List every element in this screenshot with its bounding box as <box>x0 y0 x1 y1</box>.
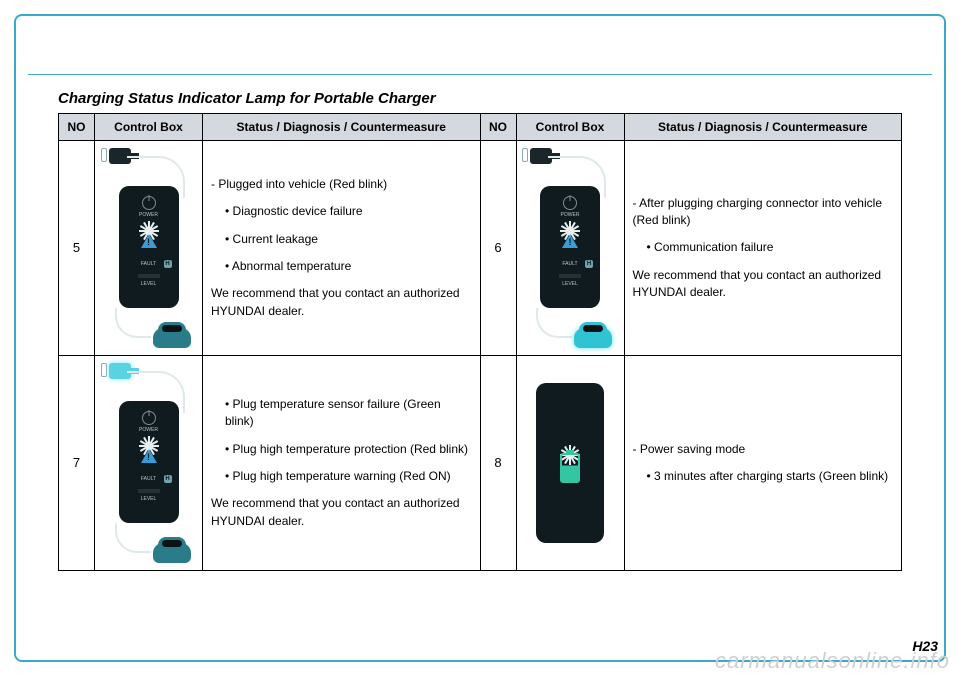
no-cell: 5 <box>59 141 95 356</box>
status-text: • 3 minutes after charging starts (Green… <box>633 468 894 485</box>
page-content: Charging Status Indicator Lamp for Porta… <box>58 90 902 571</box>
power-label: POWER <box>119 427 179 434</box>
control-box-cell: POWER FAULT H LEVEL <box>516 356 624 571</box>
status-table: NO Control Box Status / Diagnosis / Coun… <box>58 113 902 571</box>
no-cell: 8 <box>480 356 516 571</box>
control-box-illustration: POWER FAULT H LEVEL <box>526 363 614 563</box>
fault-triangle-icon <box>141 234 157 248</box>
status-text: - Power saving mode <box>633 441 894 458</box>
cable-icon <box>115 523 151 553</box>
table-row: 5 POWER FAULT H LEVEL - Plugged into veh… <box>59 141 902 356</box>
charger-box-icon: POWER FAULT H LEVEL <box>119 401 179 523</box>
h-badge: H <box>164 475 172 483</box>
charger-box-icon: POWER FAULT H LEVEL <box>119 186 179 308</box>
table-header-row: NO Control Box Status / Diagnosis / Coun… <box>59 114 902 141</box>
cable-icon <box>536 308 572 338</box>
status-text: • Current leakage <box>211 231 472 248</box>
page-number: H23 <box>912 638 938 654</box>
col-no: NO <box>480 114 516 141</box>
h-badge: H <box>585 260 593 268</box>
fault-triangle-icon <box>562 234 578 248</box>
status-text: • Abnormal temperature <box>211 258 472 275</box>
no-cell: 6 <box>480 141 516 356</box>
control-box-cell: POWER FAULT H LEVEL <box>95 356 203 571</box>
power-label: POWER <box>540 212 600 219</box>
top-divider <box>28 74 932 75</box>
table-row: 7 POWER FAULT H LEVEL • Plug temperature… <box>59 356 902 571</box>
level-bar-icon <box>138 489 160 493</box>
fault-triangle-icon <box>141 449 157 463</box>
status-text: • Plug high temperature protection (Red … <box>211 441 472 458</box>
cable-icon <box>115 308 151 338</box>
status-text: • Plug temperature sensor failure (Green… <box>211 396 472 431</box>
power-label: POWER <box>119 212 179 219</box>
charger-box-icon: POWER FAULT H LEVEL <box>536 383 604 543</box>
col-control-box: Control Box <box>516 114 624 141</box>
status-cell: - After plugging charging connector into… <box>624 141 902 356</box>
level-label: LEVEL <box>119 281 179 288</box>
status-text: • Communication failure <box>633 239 894 256</box>
wall-socket-icon <box>101 148 107 162</box>
car-icon <box>153 328 191 348</box>
control-box-illustration: POWER FAULT H LEVEL <box>105 148 193 348</box>
control-box-illustration: POWER FAULT H LEVEL <box>526 148 614 348</box>
wall-socket-icon <box>101 363 107 377</box>
status-text: - Plugged into vehicle (Red blink) <box>211 176 472 193</box>
status-cell: - Power saving mode • 3 minutes after cha… <box>624 356 902 571</box>
power-icon <box>563 196 577 210</box>
charger-box-icon: POWER FAULT H LEVEL <box>540 186 600 308</box>
power-icon <box>142 411 156 425</box>
status-text: • Diagnostic device failure <box>211 203 472 220</box>
control-box-cell: POWER FAULT H LEVEL <box>95 141 203 356</box>
battery-icon <box>560 453 580 483</box>
level-label: LEVEL <box>119 496 179 503</box>
level-label: LEVEL <box>540 281 600 288</box>
car-icon <box>574 328 612 348</box>
control-box-illustration: POWER FAULT H LEVEL <box>105 363 193 563</box>
status-cell: • Plug temperature sensor failure (Green… <box>203 356 481 571</box>
control-box-cell: POWER FAULT H LEVEL <box>516 141 624 356</box>
status-text: We recommend that you contact an authori… <box>633 267 894 302</box>
status-text: • Plug high temperature warning (Red ON) <box>211 468 472 485</box>
level-bar-icon <box>138 274 160 278</box>
col-status: Status / Diagnosis / Countermeasure <box>624 114 902 141</box>
col-control-box: Control Box <box>95 114 203 141</box>
h-badge: H <box>164 260 172 268</box>
wall-socket-icon <box>522 148 528 162</box>
level-bar-icon <box>559 274 581 278</box>
status-text: We recommend that you contact an authori… <box>211 285 472 320</box>
col-no: NO <box>59 114 95 141</box>
no-cell: 7 <box>59 356 95 571</box>
status-text: We recommend that you contact an authori… <box>211 495 472 530</box>
section-title: Charging Status Indicator Lamp for Porta… <box>58 90 902 113</box>
power-icon <box>142 196 156 210</box>
car-icon <box>153 543 191 563</box>
col-status: Status / Diagnosis / Countermeasure <box>203 114 481 141</box>
status-cell: - Plugged into vehicle (Red blink) • Diag… <box>203 141 481 356</box>
status-text: - After plugging charging connector into… <box>633 195 894 230</box>
